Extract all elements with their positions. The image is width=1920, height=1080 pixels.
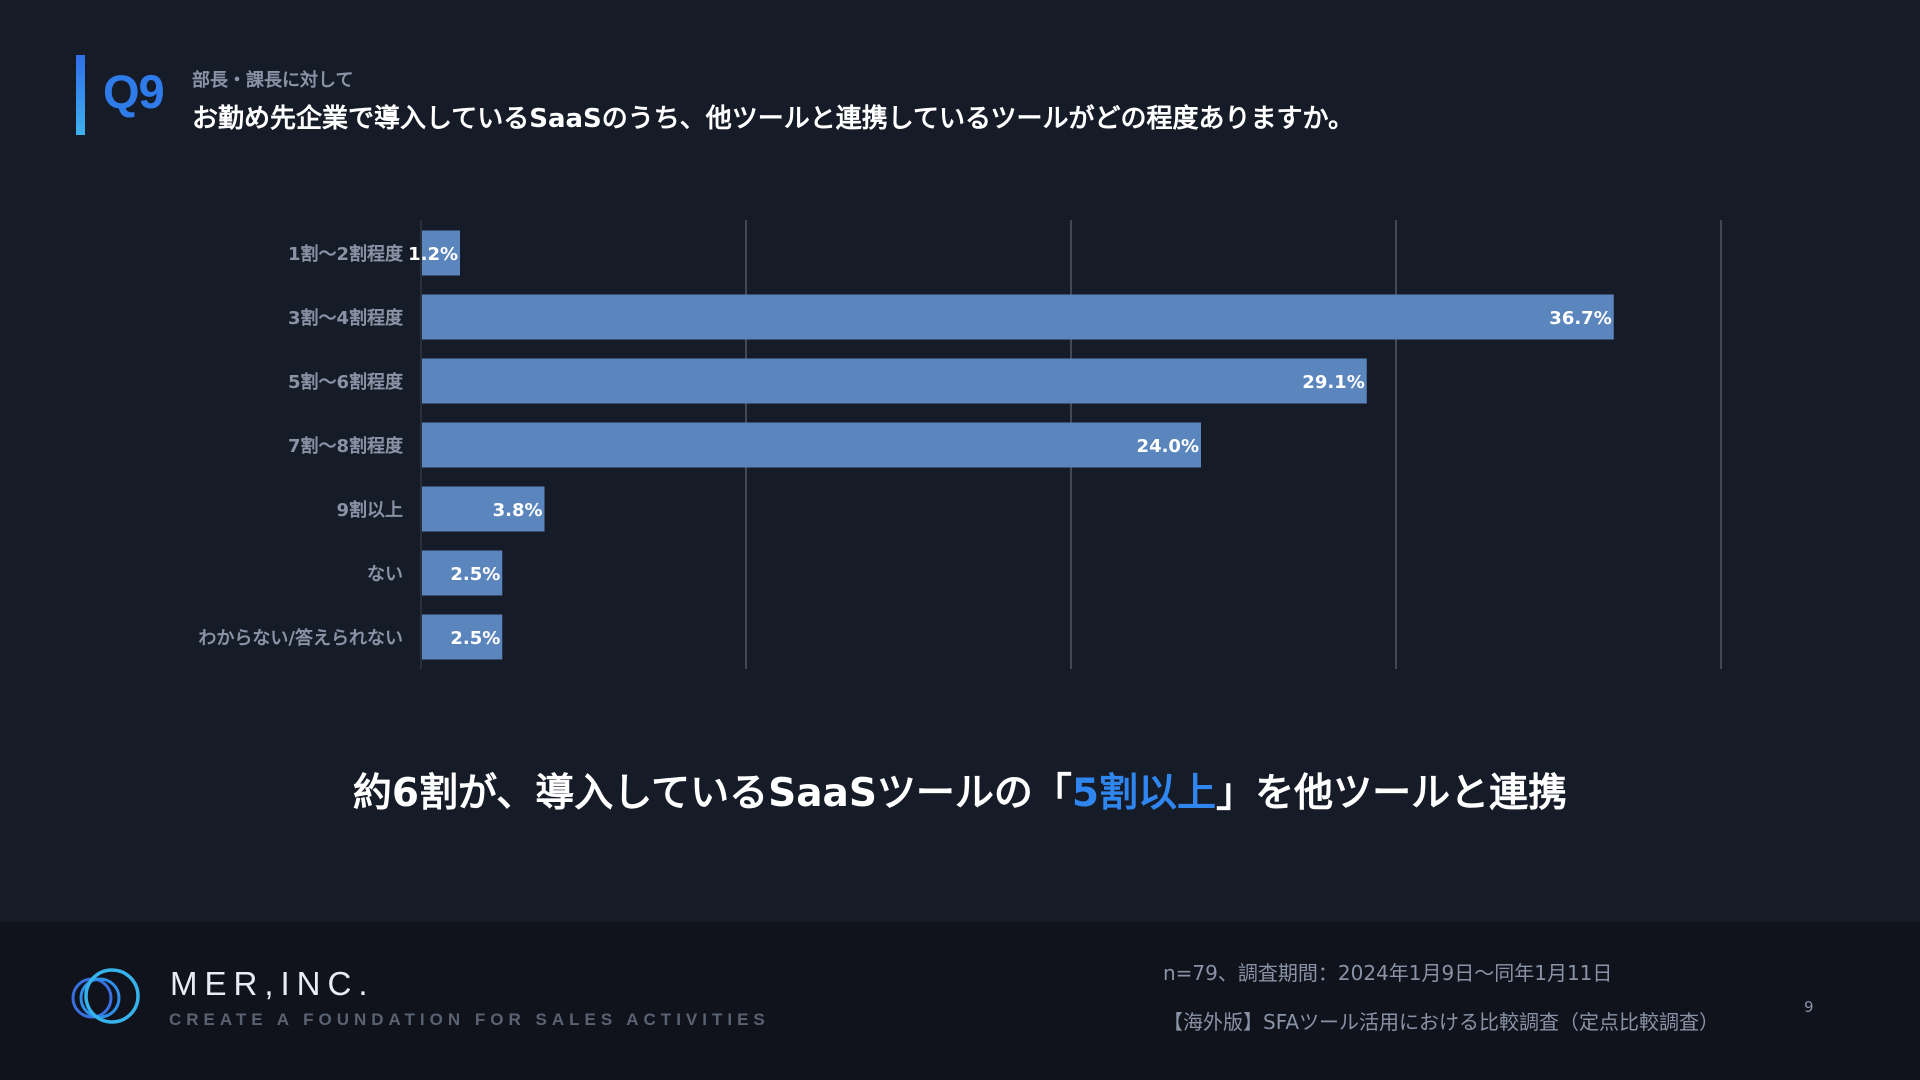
headline-highlight: 5割以上 [1071,771,1217,816]
category-label: ない [367,564,403,585]
bar [421,422,1201,468]
headline-suffix: 」を他ツールと連携 [1216,771,1568,816]
category-label: 7割〜8割程度 [288,435,404,457]
bar [421,550,503,596]
question-target: 部長・課長に対して [192,70,354,91]
data-label: 2.5% [450,564,500,585]
company-logo-icon [71,968,140,1024]
page-number: 9 [1804,998,1814,1016]
category-label: 5割〜6割程度 [288,371,404,393]
company-tagline: CREATE A FOUNDATION FOR SALES ACTIVITIES [169,1010,770,1029]
question-number: Q9 [103,65,165,118]
category-label: 1割〜2割程度 [288,243,404,265]
bar-chart: 1.2%1割〜2割程度 36.7% 3割〜4割程度 29.1% 5割〜6割程度 24.0%… [198,220,1722,669]
bar [421,486,545,532]
data-label: 24.0% [1137,436,1199,457]
company-name: MER,INC. [170,965,375,1002]
category-label: 9割以上 [336,499,403,521]
bar [421,358,1367,404]
bar [421,230,460,276]
category-label: わからない/答えられない [198,627,403,649]
headline: 約6割が、導入しているSaaSツールの「5割以上」を他ツールと連携 [0,762,1920,818]
headline-prefix: 約6割が、導入しているSaaSツールの「 [352,771,1072,816]
sample-info: n=79、調査期間：2024年1月9日〜同年1月11日 [1163,961,1613,985]
data-label: 3.8% [493,500,543,521]
slide-footer [0,922,1920,1080]
data-label: 1.2% [408,244,458,265]
accent-bar [76,55,85,135]
category-label: 3割〜4割程度 [288,307,404,329]
survey-title: 【海外版】SFAツール活用における比較調査（定点比較調査） [1163,1010,1720,1034]
data-label: 29.1% [1302,372,1364,393]
bar [421,614,503,660]
data-label: 2.5% [450,628,500,649]
question-text: お勤め先企業で導入しているSaaSのうち、他ツールと連携しているツールがどの程度… [192,104,1354,134]
bar [421,294,1614,340]
data-label: 36.7% [1549,308,1611,329]
